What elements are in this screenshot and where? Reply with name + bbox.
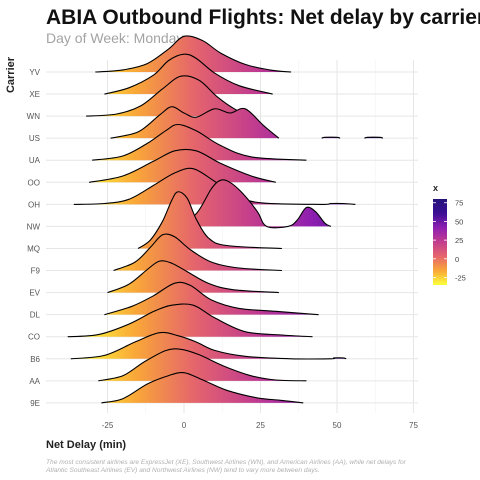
ridge-line-ev [107,260,279,294]
ridge-area-ua [92,124,307,161]
y-tick-label: NW [27,222,41,231]
legend-tick-label: 75 [455,199,463,208]
legend-tick-label: 0 [455,255,459,264]
x-tick-label: 25 [256,421,265,430]
y-axis-ticks: YV XE WN US UA OO OH NW MQ F9 EV DL CO B6 AA 9E [27,68,41,408]
x-axis-title: Net Delay (min) [46,439,126,451]
chart-caption: The most consistent airlines are Express… [45,459,407,474]
chart-title: ABIA Outbound Flights: Net delay by carr… [46,6,480,29]
ridge-area-ev [107,260,279,293]
y-tick-label: OO [28,178,40,187]
ridges [67,35,384,404]
ridge-area-b6 [70,332,347,360]
ridge-line-xe [104,53,273,95]
ridge-area-9e [101,372,304,403]
caption-line: Atlantic Southeast Airlines (EV) and Nor… [45,467,320,474]
ridge-line-dl [104,281,319,316]
y-tick-label: AA [29,377,40,386]
y-tick-label: EV [29,289,40,298]
ridge-area-mq [138,191,282,249]
ridge-area-co [67,304,313,337]
ridge-line-us [364,136,384,139]
x-tick-label: -25 [102,421,114,430]
ridge-line-f9 [113,233,282,272]
ridge-area-f9 [113,234,282,271]
ridge-area-us [110,106,279,139]
ridge-area-dl [104,282,319,315]
ridge-area-xe [104,54,273,95]
y-axis-title: Carrier [5,56,17,93]
legend: x 75 50 25 0 -25 [433,183,466,285]
y-tick-label: B6 [30,355,40,364]
chart-subtitle: Day of Week: Monday [46,30,183,46]
x-axis-ticks: -25 0 25 50 75 [102,421,419,430]
caption-line: The most consistent airlines are Express… [46,459,407,466]
y-tick-label: 9E [30,399,40,408]
ridge-line-us [110,106,280,139]
x-tick-label: 75 [409,421,418,430]
y-tick-label: XE [29,90,40,99]
y-tick-label: US [29,134,40,143]
y-tick-label: YV [29,68,40,77]
x-tick-label: 0 [182,421,187,430]
ridge-line-co [67,303,313,338]
ridge-line-yv [95,35,292,73]
legend-colorbar [433,199,447,285]
y-tick-label: F9 [31,267,41,276]
ridge-line-oo [89,148,276,183]
ridge-line-b6 [70,331,347,360]
legend-title: x [433,183,438,193]
ridge-line-mq [137,191,282,250]
ridge-line-aa [98,348,307,382]
ridge-area-aa [98,348,307,381]
y-tick-label: MQ [27,244,40,253]
ridge-line-ua [92,123,307,161]
ridge-line-9e [101,371,304,404]
y-tick-label: DL [30,311,41,320]
legend-tick-label: 25 [455,236,463,245]
ridge-line-nw [177,179,332,229]
ridge-area-wn [86,75,252,117]
ridge-area-nw [177,179,331,228]
y-tick-label: UA [29,156,41,165]
ridge-line-oh [73,167,356,205]
legend-tick-label: 50 [455,217,463,226]
ridge-area-oo [89,149,276,183]
y-tick-label: CO [28,333,40,342]
y-tick-label: OH [28,200,40,209]
y-tick-label: WN [27,112,41,121]
x-tick-label: 50 [333,421,342,430]
ridge-line-wn [86,75,252,117]
legend-tick-label: -25 [455,274,466,283]
ridge-line-us [321,136,341,139]
ridge-area-yv [95,35,292,72]
